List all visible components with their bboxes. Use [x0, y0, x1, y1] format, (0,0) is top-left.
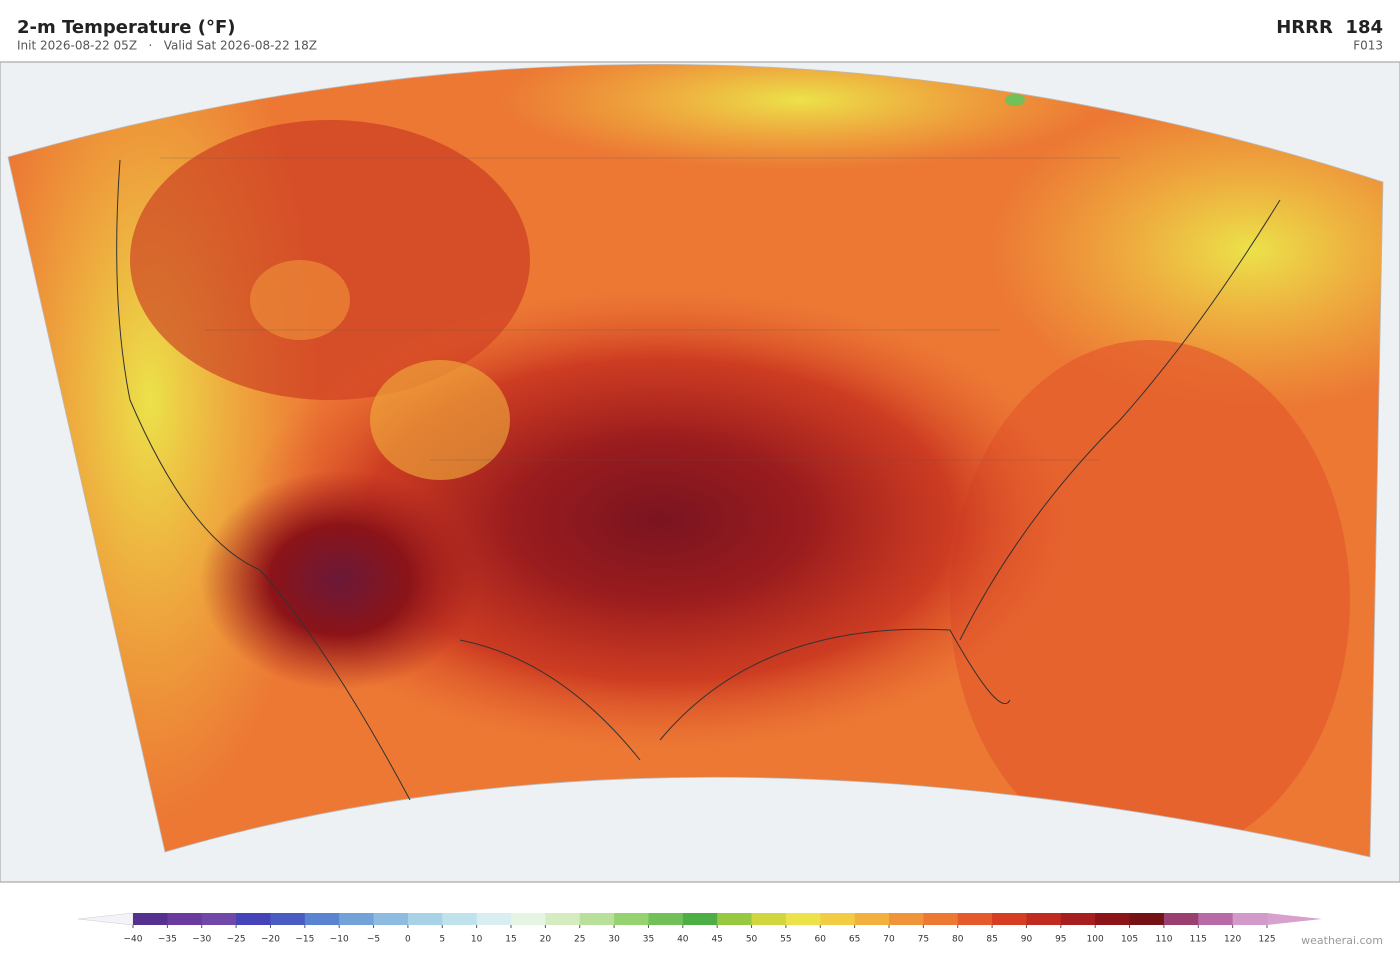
colorbar-segment: [201, 913, 237, 925]
colorbar-segment: [717, 913, 753, 925]
colorbar-segment: [270, 913, 306, 925]
colorbar-segment: [648, 913, 684, 925]
colorbar-tick-label: −40: [124, 935, 143, 945]
colorbar-tick-label: 115: [1190, 935, 1207, 945]
colorbar-tick-label: −10: [330, 935, 349, 945]
colorbar-tick-label: 65: [849, 935, 860, 945]
credit: weatherai.com: [1301, 934, 1383, 947]
colorbar-segment: [579, 913, 615, 925]
colorbar-tick-label: 95: [1055, 935, 1066, 945]
colorbar-segment: [167, 913, 203, 925]
colorbar-tick-label: 20: [540, 935, 552, 945]
colorbar-segment: [820, 913, 856, 925]
colorbar-segment: [751, 913, 787, 925]
colorbar-tick-label: 100: [1087, 935, 1104, 945]
colorbar-tick-label: 50: [746, 935, 758, 945]
colorbar-tick-label: 30: [608, 935, 620, 945]
colorbar-segment: [1163, 913, 1199, 925]
colorbar-tick-label: 25: [574, 935, 585, 945]
colorbar-segment: [1060, 913, 1096, 925]
colorbar-tick-label: 70: [883, 935, 895, 945]
colorbar-tick-label: 120: [1224, 935, 1241, 945]
colorbar-tick-label: 45: [711, 935, 722, 945]
colorbar-segment: [889, 913, 924, 925]
colorbar-segment: [785, 913, 821, 925]
colorbar-segment: [511, 913, 546, 925]
colorbar-tick-label: −5: [367, 935, 380, 945]
colorbar-segment: [1129, 913, 1165, 925]
colorbar-segment: [614, 913, 649, 925]
colorbar-segment: [854, 913, 890, 925]
colorbar-segment: [682, 913, 718, 925]
colorbar-tick-label: 60: [815, 935, 827, 945]
colorbar-segment: [373, 913, 409, 925]
subtitle: Init 2026-08-22 05Z · Valid Sat 2026-08-…: [17, 39, 317, 53]
colorbar-tick-label: −35: [158, 935, 177, 945]
colorbar-under: [77, 912, 134, 926]
colorbar-tick-label: 75: [918, 935, 929, 945]
colorbar-tick-label: 90: [1021, 935, 1033, 945]
colorbar-segment: [476, 913, 512, 925]
colorbar-tick-label: 35: [643, 935, 654, 945]
colorbar-segment: [339, 913, 375, 925]
colorbar-segment: [923, 913, 959, 925]
colorbar-segment: [957, 913, 993, 925]
colorbar-tick-label: −15: [295, 935, 314, 945]
colorbar-segment: [1232, 913, 1268, 925]
colorbar-segment: [1095, 913, 1131, 925]
colorbar-tick-label: 55: [780, 935, 791, 945]
colorbar-tick-label: 110: [1155, 935, 1172, 945]
colorbar-segment: [442, 913, 478, 925]
colorbar-tick-label: 105: [1121, 935, 1138, 945]
colorbar-tick-label: 85: [986, 935, 997, 945]
colorbar-tick-label: −25: [227, 935, 246, 945]
colorbar-segment: [133, 913, 168, 925]
colorbar-tick-label: 125: [1258, 935, 1275, 945]
title: 2-m Temperature (°F): [17, 17, 236, 38]
colorbar-segment: [407, 913, 443, 925]
forecast-hour: F013: [1353, 39, 1383, 53]
colorbar-segment: [1198, 913, 1234, 925]
colorbar-segment: [1026, 913, 1062, 925]
colorbar-tick-label: 5: [439, 935, 445, 945]
colorbar-segment: [236, 913, 271, 925]
colorbar-segment: [545, 913, 581, 925]
colorbar: −40 −35 −30 −25 −20 −15 −10 −5 0 5 10 15 20 25 30 35 40 4…: [77, 912, 1322, 945]
map: [0, 61, 1400, 883]
colorbar-tick-label: 0: [405, 935, 411, 945]
temperature-field: [8, 64, 1383, 858]
colorbar-tick-label: −30: [192, 935, 211, 945]
colorbar-tick-label: 15: [505, 935, 516, 945]
colorbar-over: [1267, 913, 1322, 925]
colorbar-tick-label: 80: [952, 935, 964, 945]
colorbar-segment: [992, 913, 1027, 925]
colorbar-tick-label: 40: [677, 935, 689, 945]
colorbar-tick-label: −20: [261, 935, 280, 945]
colorbar-tick-label: 10: [471, 935, 483, 945]
colorbar-segment: [304, 913, 340, 925]
model-label: HRRR 184: [1276, 17, 1383, 38]
